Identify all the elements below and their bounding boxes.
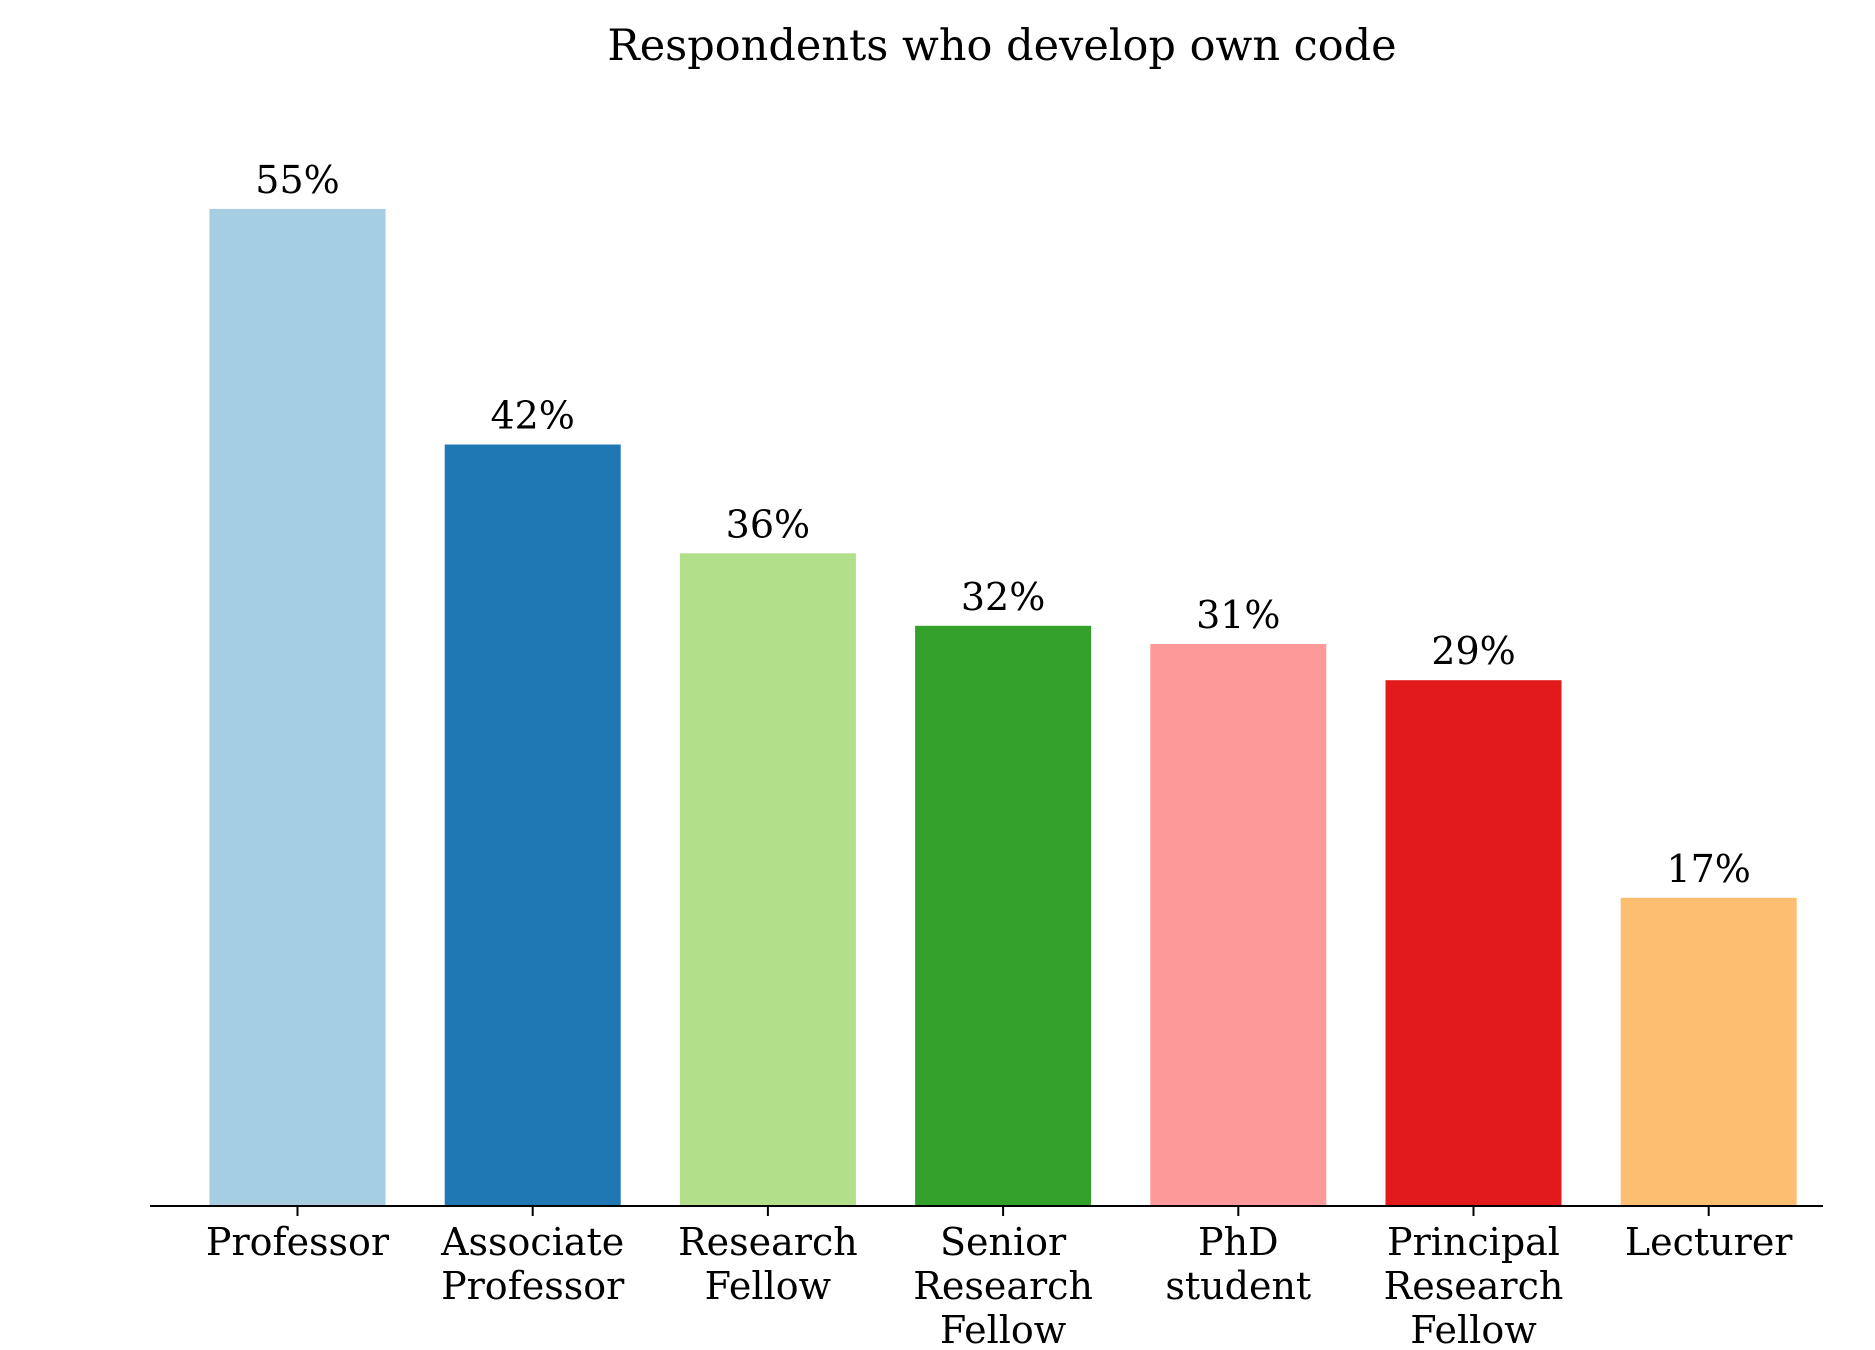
x-tick-label-line: Professor: [441, 1264, 625, 1308]
value-label-2: 36%: [726, 502, 810, 546]
bar-2: [679, 553, 856, 1206]
x-tick-label-5: Principal Research Fellow: [1384, 1220, 1564, 1350]
x-tick-label-line: Fellow: [940, 1308, 1067, 1350]
bar-3: [915, 625, 1092, 1206]
bar-4: [1150, 644, 1327, 1206]
bars-group: [209, 208, 1797, 1206]
chart-title: Respondents who develop own code: [607, 21, 1396, 71]
value-label-5: 29%: [1431, 629, 1515, 673]
value-label-3: 32%: [961, 575, 1045, 619]
x-tick-label-3: Senior Research Fellow: [913, 1220, 1093, 1350]
x-ticks-group: [296, 1206, 1710, 1216]
value-label-1: 42%: [490, 394, 574, 438]
x-tick-label-line: Research: [678, 1220, 858, 1264]
x-tick-label-line: Research: [913, 1264, 1093, 1308]
x-tick-label-4: PhD student: [1165, 1220, 1311, 1308]
x-tick-label-line: Lecturer: [1625, 1220, 1793, 1264]
x-tick-label-2: Research Fellow: [678, 1220, 858, 1308]
x-tick-label-line: PhD: [1198, 1220, 1279, 1264]
bar-1: [444, 444, 621, 1206]
x-tick-label-line: Research: [1384, 1264, 1564, 1308]
x-tick-label-6: Lecturer: [1625, 1220, 1793, 1264]
x-tick-label-line: Associate: [440, 1220, 624, 1264]
x-tick-label-line: Fellow: [1410, 1308, 1537, 1350]
x-tick-label-line: Principal: [1387, 1220, 1560, 1264]
x-tick-label-1: Associate Professor: [440, 1220, 625, 1308]
bar-5: [1385, 680, 1562, 1206]
x-tick-label-line: Senior: [940, 1220, 1067, 1264]
x-tick-label-line: student: [1165, 1264, 1311, 1308]
x-tick-label-line: Professor: [206, 1220, 390, 1264]
bar-0: [209, 208, 386, 1206]
value-label-6: 17%: [1666, 847, 1750, 891]
bar-6: [1620, 897, 1797, 1206]
value-label-4: 31%: [1196, 593, 1280, 637]
x-tick-label-0: Professor: [206, 1220, 390, 1264]
value-labels-group: 55% 42% 36% 32% 31% 29% 17%: [255, 158, 1751, 891]
value-label-0: 55%: [255, 158, 339, 202]
x-tick-label-line: Fellow: [705, 1264, 832, 1308]
